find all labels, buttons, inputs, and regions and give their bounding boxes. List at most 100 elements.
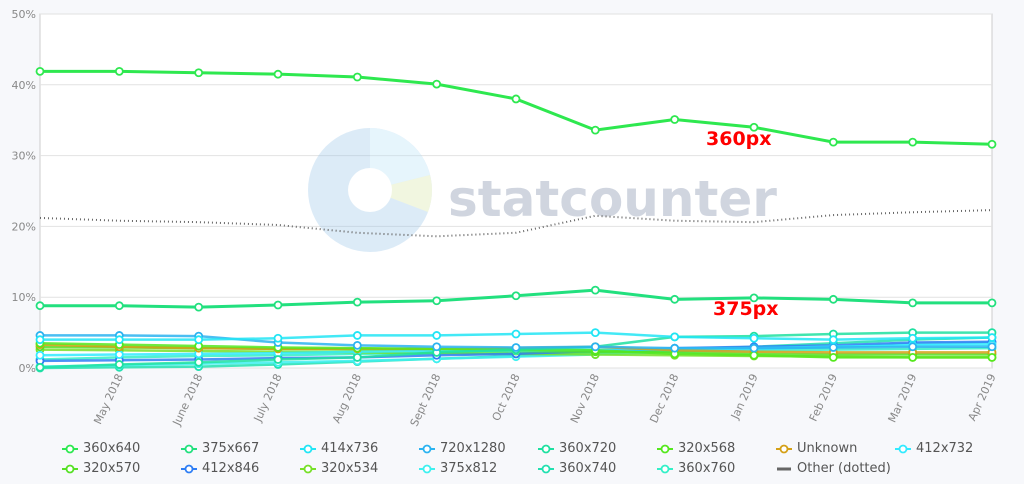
legend-item-375x667[interactable]: 375x667	[181, 441, 259, 456]
data-point[interactable]	[908, 137, 918, 147]
data-point[interactable]	[35, 362, 45, 372]
legend-item-360x720[interactable]: 360x720	[538, 441, 616, 456]
line-chart: 0% 10% 20% 30% 40% 50% statcounter May 2018 Ju…	[12, 8, 999, 429]
data-point[interactable]	[670, 115, 680, 124]
data-point[interactable]	[35, 350, 45, 360]
x-tick-label: Feb 2019	[807, 372, 840, 424]
data-point[interactable]	[35, 301, 45, 311]
legend-item-412x846[interactable]: 412x846	[181, 461, 259, 476]
x-tick-label: June 2018	[170, 372, 206, 429]
legend-marker-icon	[538, 444, 554, 453]
data-point[interactable]	[987, 333, 997, 342]
data-point[interactable]	[273, 300, 283, 310]
legend-item-375x812[interactable]: 375x812	[419, 461, 497, 476]
data-point[interactable]	[749, 343, 759, 353]
x-tick-label: Aug 2018	[330, 372, 364, 426]
legend-item-320x568[interactable]: 320x568	[657, 441, 735, 456]
x-tick-label: Dec 2018	[647, 372, 681, 425]
data-point[interactable]	[987, 139, 997, 149]
data-point[interactable]	[749, 122, 759, 132]
data-point[interactable]	[114, 360, 124, 369]
data-point[interactable]	[194, 335, 204, 345]
legend-marker-icon	[300, 464, 316, 473]
legend-marker-icon	[657, 464, 673, 473]
legend-item-320x534[interactable]: 320x534	[300, 461, 378, 476]
legend-marker-icon	[895, 444, 911, 453]
y-tick-label: 30%	[12, 150, 36, 163]
legend-item-360x640[interactable]: 360x640	[62, 441, 140, 456]
data-point[interactable]	[273, 333, 283, 343]
x-tick-label: Oct 2018	[490, 372, 523, 423]
data-point[interactable]	[511, 343, 521, 352]
data-point[interactable]	[749, 293, 759, 303]
data-point[interactable]	[908, 333, 918, 343]
data-point[interactable]	[432, 342, 442, 352]
legend-marker-icon	[419, 444, 435, 453]
data-point[interactable]	[511, 329, 521, 339]
watermark-logo-hole	[348, 168, 392, 212]
legend-item-Unknown[interactable]: Unknown	[776, 441, 857, 456]
data-point[interactable]	[749, 350, 759, 360]
data-point[interactable]	[35, 335, 45, 345]
data-point[interactable]	[828, 137, 838, 147]
data-point[interactable]	[590, 285, 600, 295]
statcounter-watermark: statcounter	[308, 128, 777, 252]
data-point[interactable]	[908, 298, 918, 308]
data-point[interactable]	[590, 328, 600, 338]
legend-item-414x736[interactable]: 414x736	[300, 441, 378, 456]
legend-item-360x760[interactable]: 360x760	[657, 461, 735, 476]
legend-label: 360x720	[559, 441, 617, 456]
data-point[interactable]	[908, 352, 918, 362]
data-point[interactable]	[352, 352, 362, 362]
data-point[interactable]	[670, 343, 680, 353]
legend-label: 320x534	[321, 461, 379, 476]
data-point[interactable]	[828, 335, 838, 345]
data-point[interactable]	[114, 66, 124, 76]
x-tick-label: Nov 2018	[568, 372, 602, 426]
data-point[interactable]	[749, 333, 759, 343]
data-point[interactable]	[670, 294, 680, 304]
legend-item-720x1280[interactable]: 720x1280	[419, 441, 506, 456]
data-point[interactable]	[828, 294, 838, 304]
x-tick-label: Apr 2019	[966, 372, 999, 423]
data-point[interactable]	[987, 298, 997, 308]
legend-item-360x740[interactable]: 360x740	[538, 461, 616, 476]
data-point[interactable]	[352, 297, 362, 307]
data-point[interactable]	[987, 352, 997, 362]
legend-item-412x732[interactable]: 412x732	[895, 441, 973, 456]
data-point[interactable]	[432, 296, 442, 306]
data-point[interactable]	[590, 125, 600, 135]
data-point[interactable]	[828, 343, 838, 352]
data-point[interactable]	[352, 340, 362, 350]
legend-item-320x570[interactable]: 320x570	[62, 461, 140, 476]
data-point[interactable]	[828, 352, 838, 362]
series-360x640	[35, 66, 997, 149]
data-point[interactable]	[908, 342, 918, 352]
data-point[interactable]	[273, 355, 283, 364]
data-point[interactable]	[670, 332, 680, 342]
data-point[interactable]	[987, 342, 997, 352]
data-point[interactable]	[352, 72, 362, 82]
data-point[interactable]	[194, 302, 204, 312]
data-point[interactable]	[194, 357, 204, 367]
data-point[interactable]	[432, 331, 442, 340]
series-414x736	[35, 328, 997, 345]
legend-item-Other (dotted)[interactable]: Other (dotted)	[776, 461, 891, 476]
data-point[interactable]	[352, 331, 362, 340]
data-point[interactable]	[35, 66, 45, 76]
data-point[interactable]	[432, 79, 442, 89]
x-tick-label: July 2018	[251, 372, 285, 425]
data-point[interactable]	[590, 342, 600, 352]
data-point[interactable]	[114, 335, 124, 345]
x-tick-label: Jan 2019	[728, 372, 761, 422]
legend-label: 360x740	[559, 461, 617, 476]
data-point[interactable]	[273, 69, 283, 79]
series-line[interactable]	[39, 209, 993, 238]
legend-label: 360x760	[678, 461, 736, 476]
data-point[interactable]	[114, 350, 124, 359]
y-tick-label: 40%	[12, 79, 36, 92]
data-point[interactable]	[114, 301, 124, 311]
data-point[interactable]	[511, 291, 521, 301]
data-point[interactable]	[511, 94, 521, 104]
data-point[interactable]	[194, 68, 204, 78]
